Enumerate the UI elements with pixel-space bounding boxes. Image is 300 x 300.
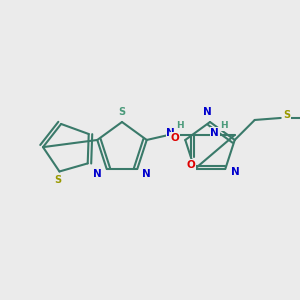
Text: S: S xyxy=(54,176,61,185)
Text: O: O xyxy=(186,160,195,170)
Text: H: H xyxy=(220,122,227,130)
Text: N: N xyxy=(231,167,240,177)
Text: O: O xyxy=(171,133,180,143)
Text: H: H xyxy=(176,122,184,130)
Text: N: N xyxy=(142,169,151,179)
Text: N: N xyxy=(210,128,219,138)
Text: N: N xyxy=(202,107,211,117)
Text: S: S xyxy=(283,110,290,120)
Text: N: N xyxy=(167,128,175,138)
Text: S: S xyxy=(118,107,126,117)
Text: N: N xyxy=(93,169,102,179)
